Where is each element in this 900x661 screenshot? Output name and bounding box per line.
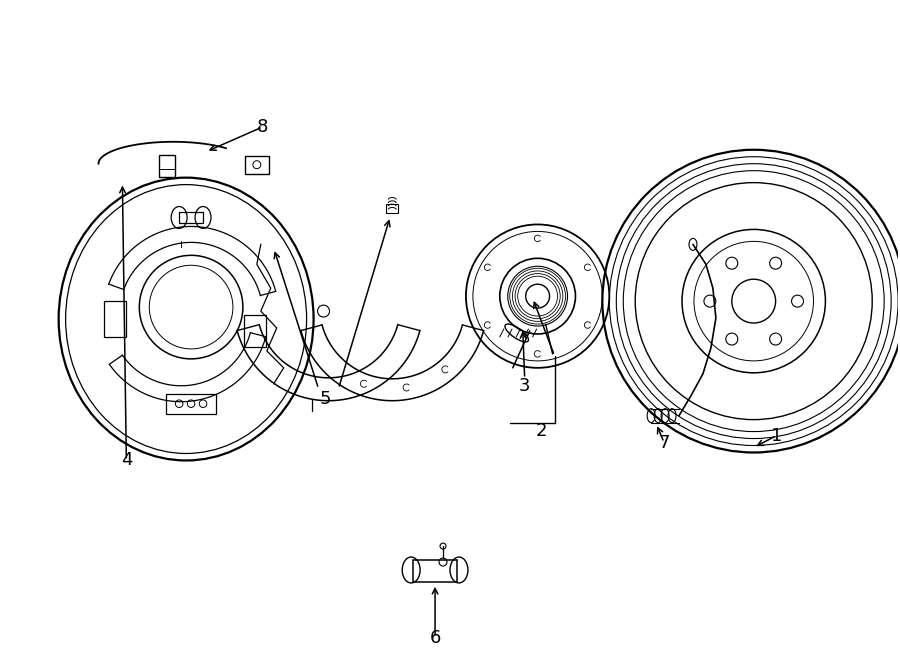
Text: 2: 2 (536, 422, 547, 440)
Text: 1: 1 (771, 426, 782, 445)
Text: 3: 3 (519, 377, 530, 395)
Text: 6: 6 (429, 629, 441, 646)
Text: 5: 5 (320, 390, 331, 408)
Text: 4: 4 (121, 451, 132, 469)
Text: 8: 8 (257, 118, 268, 136)
Text: 7: 7 (658, 434, 670, 451)
